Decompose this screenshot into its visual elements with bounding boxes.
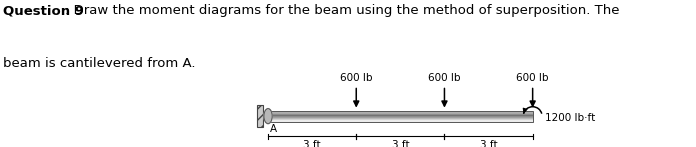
Text: : Draw the moment diagrams for the beam using the method of superposition. The: : Draw the moment diagrams for the beam … xyxy=(65,4,619,17)
Text: Question 9: Question 9 xyxy=(3,4,84,17)
Bar xyxy=(268,115,532,116)
Bar xyxy=(268,120,532,121)
Bar xyxy=(268,112,532,113)
Text: beam is cantilevered from A.: beam is cantilevered from A. xyxy=(3,57,196,70)
Bar xyxy=(268,116,532,117)
Text: A: A xyxy=(269,124,276,134)
Text: 600 lb: 600 lb xyxy=(428,74,461,83)
Bar xyxy=(268,119,532,120)
Bar xyxy=(268,111,532,112)
Text: 3 ft: 3 ft xyxy=(480,140,498,147)
Bar xyxy=(257,105,263,127)
Text: 600 lb: 600 lb xyxy=(516,74,549,83)
Text: 3 ft: 3 ft xyxy=(392,140,409,147)
Text: 3 ft: 3 ft xyxy=(303,140,321,147)
Text: 1200 lb·ft: 1200 lb·ft xyxy=(545,113,595,123)
Bar xyxy=(268,114,532,115)
Bar xyxy=(268,113,532,114)
Text: 600 lb: 600 lb xyxy=(340,74,372,83)
Ellipse shape xyxy=(264,109,272,124)
Bar xyxy=(268,117,532,118)
Bar xyxy=(268,121,532,122)
Bar xyxy=(268,111,532,122)
Bar xyxy=(268,118,532,119)
